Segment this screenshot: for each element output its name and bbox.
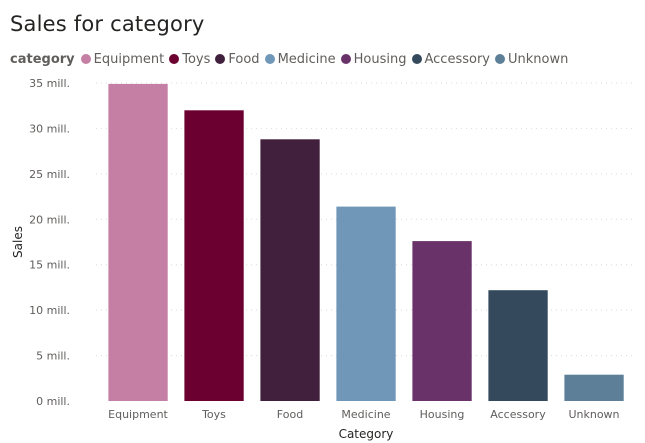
bar-food[interactable] (260, 139, 320, 402)
y-tick-label: 35 mill. (29, 77, 70, 90)
x-axis-ticks: Equipment Toys Food Medicine Housing Accessor… (108, 408, 619, 421)
bars (108, 83, 624, 402)
y-axis-title: Sales (11, 226, 25, 258)
legend-item: Medicine (264, 51, 336, 67)
bar-toys[interactable] (184, 110, 244, 402)
x-axis-title: Category (339, 427, 394, 441)
y-tick-label: 5 mill. (36, 350, 70, 363)
y-tick-label: 0 mill. (36, 395, 70, 408)
y-tick-label: 15 mill. (29, 259, 70, 272)
legend-item: Accessory (411, 51, 491, 67)
legend-items: Equipment Toys Food Medicine Housing Accessor… (80, 51, 574, 67)
y-tick-label: 20 mill. (29, 213, 70, 226)
bar-equipment[interactable] (108, 83, 168, 402)
legend-marker (340, 54, 351, 64)
legend-marker (495, 54, 505, 64)
legend-label: Medicine (277, 51, 336, 67)
bar-accessory[interactable] (488, 290, 548, 401)
legend-item: Unknown (495, 52, 568, 67)
x-tick-label: Medicine (341, 408, 390, 421)
x-tick-label: Housing (420, 408, 465, 421)
y-axis-ticks: 0 mill. 5 mill. 10 mill. 15 mill. 20 mill. 25… (29, 77, 70, 408)
legend-marker (215, 54, 226, 64)
legend-label: Toys (182, 51, 211, 67)
y-tick-label: 25 mill. (29, 168, 70, 181)
x-tick-label: Equipment (108, 408, 168, 421)
x-tick-label: Toys (201, 408, 226, 421)
legend-item: Toys (169, 52, 210, 67)
legend-item: Equipment (80, 51, 165, 67)
legend-label: Accessory (424, 51, 491, 67)
bar-housing[interactable] (412, 241, 472, 401)
legend-title: category (10, 51, 75, 67)
x-tick-label: Unknown (568, 408, 619, 421)
legend-label: Housing (353, 51, 407, 67)
bar-medicine[interactable] (336, 206, 396, 401)
x-tick-label: Accessory (490, 408, 546, 421)
chart-title: Sales for category (10, 12, 205, 36)
legend-label: Food (228, 51, 260, 67)
x-tick-label: Food (277, 408, 303, 421)
legend-item: Housing (340, 51, 407, 67)
legend-item: Food (215, 51, 260, 67)
legend-marker (169, 54, 180, 64)
legend-marker (411, 54, 422, 64)
bar-unknown[interactable] (564, 374, 624, 401)
legend-label: Unknown (508, 51, 569, 67)
y-tick-label: 10 mill. (29, 304, 70, 317)
legend-marker (80, 54, 91, 64)
legend-label: Equipment (93, 51, 165, 67)
y-tick-label: 30 mill. (29, 122, 70, 135)
legend-marker (264, 54, 275, 64)
legend: category Equipment Toys Food Medicine Housin… (10, 50, 573, 68)
